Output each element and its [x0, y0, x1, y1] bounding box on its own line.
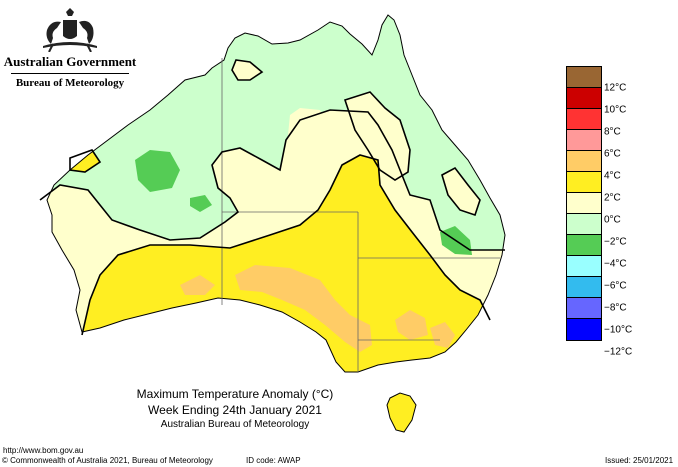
id-code: ID code: AWAP [246, 456, 301, 465]
legend-swatch [567, 67, 601, 88]
map-title-line3: Australian Bureau of Meteorology [160, 419, 310, 430]
legend-swatch [567, 214, 601, 235]
legend-swatch [567, 172, 601, 193]
government-name: Australian Government [3, 54, 137, 69]
legend-swatch [567, 130, 601, 151]
legend-swatch [567, 256, 601, 277]
legend-swatch [567, 193, 601, 214]
copyright-text: © Commonwealth of Australia 2021, Bureau… [2, 456, 213, 465]
map-title-line2: Week Ending 24th January 2021 [148, 403, 322, 417]
legend-swatch [567, 151, 601, 172]
legend-swatch [567, 277, 601, 298]
map-title: Maximum Temperature Anomaly (°C) Week En… [110, 387, 360, 430]
legend-swatch [567, 298, 601, 319]
bureau-name: Bureau of Meteorology [15, 77, 125, 89]
map-title-line1: Maximum Temperature Anomaly (°C) [136, 387, 334, 401]
legend-label: 2°C [604, 192, 621, 204]
legend-swatch [567, 109, 601, 130]
issued-date: Issued: 25/01/2021 [605, 456, 674, 465]
legend-label: −10°C [604, 324, 633, 336]
legend-swatch [567, 88, 601, 109]
legend-label: 4°C [604, 170, 621, 182]
legend-label: −2°C [604, 236, 627, 248]
legend-swatch [567, 235, 601, 256]
coat-of-arms-icon [43, 8, 97, 52]
divider [11, 73, 129, 74]
government-logo: Australian Government Bureau of Meteorol… [0, 8, 140, 89]
legend-label: 8°C [604, 126, 621, 138]
legend-swatch [567, 319, 601, 340]
legend-label: −4°C [604, 258, 627, 270]
legend-label: 0°C [604, 214, 621, 226]
website-url[interactable]: http://www.bom.gov.au [3, 446, 84, 455]
legend-label: −6°C [604, 280, 627, 292]
color-legend [566, 66, 602, 341]
footer: © Commonwealth of Australia 2021, Bureau… [0, 456, 678, 467]
legend-label: 12°C [604, 82, 627, 94]
legend-label: −8°C [604, 302, 627, 314]
legend-label: 10°C [604, 104, 627, 116]
legend-label: −12°C [604, 346, 633, 358]
legend-label: 6°C [604, 148, 621, 160]
